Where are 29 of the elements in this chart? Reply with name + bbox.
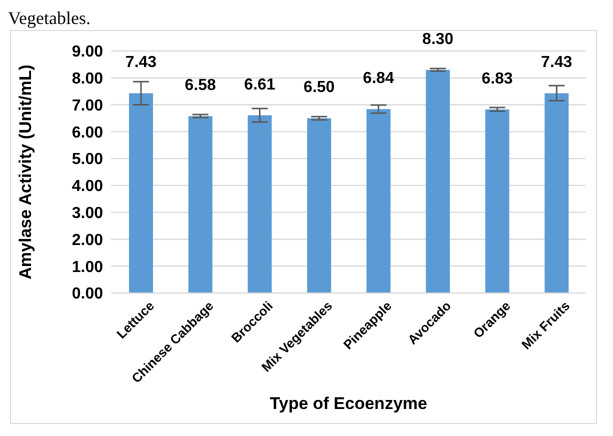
data-label: 6.61	[244, 76, 276, 94]
data-label: 7.43	[125, 54, 157, 72]
data-label: 8.30	[422, 30, 454, 48]
text: Vegetables.	[8, 8, 92, 28]
y-tick-label: 3.00	[72, 205, 104, 222]
data-label: 6.84	[362, 70, 394, 88]
y-tick-label: 8.00	[72, 70, 104, 88]
bar	[307, 118, 332, 293]
y-tick-label: 5.00	[72, 151, 104, 168]
y-tick-label: 6.00	[72, 124, 104, 142]
data-label: 6.58	[184, 77, 216, 94]
bar	[129, 93, 153, 293]
y-axis-title: Amylase Activity (Unit/mL)	[16, 64, 36, 280]
bar	[366, 109, 390, 293]
x-axis-title: Type of Ecoenzyme	[270, 394, 428, 413]
bar	[188, 116, 212, 293]
y-tick-label: 7.00	[72, 97, 104, 114]
data-label: 6.50	[304, 79, 335, 96]
y-tick-label: 2.00	[72, 232, 104, 249]
y-tick-label: 9.00	[72, 44, 104, 61]
bar	[544, 93, 569, 293]
data-label: 6.83	[482, 70, 513, 88]
data-label: 7.43	[541, 54, 572, 72]
y-tick-label: 0.00	[72, 286, 104, 303]
y-tick-label: 1.00	[72, 258, 104, 276]
y-tick-label: 4.00	[72, 178, 104, 196]
bar	[426, 70, 450, 293]
bar	[485, 109, 510, 293]
bar	[248, 115, 272, 293]
